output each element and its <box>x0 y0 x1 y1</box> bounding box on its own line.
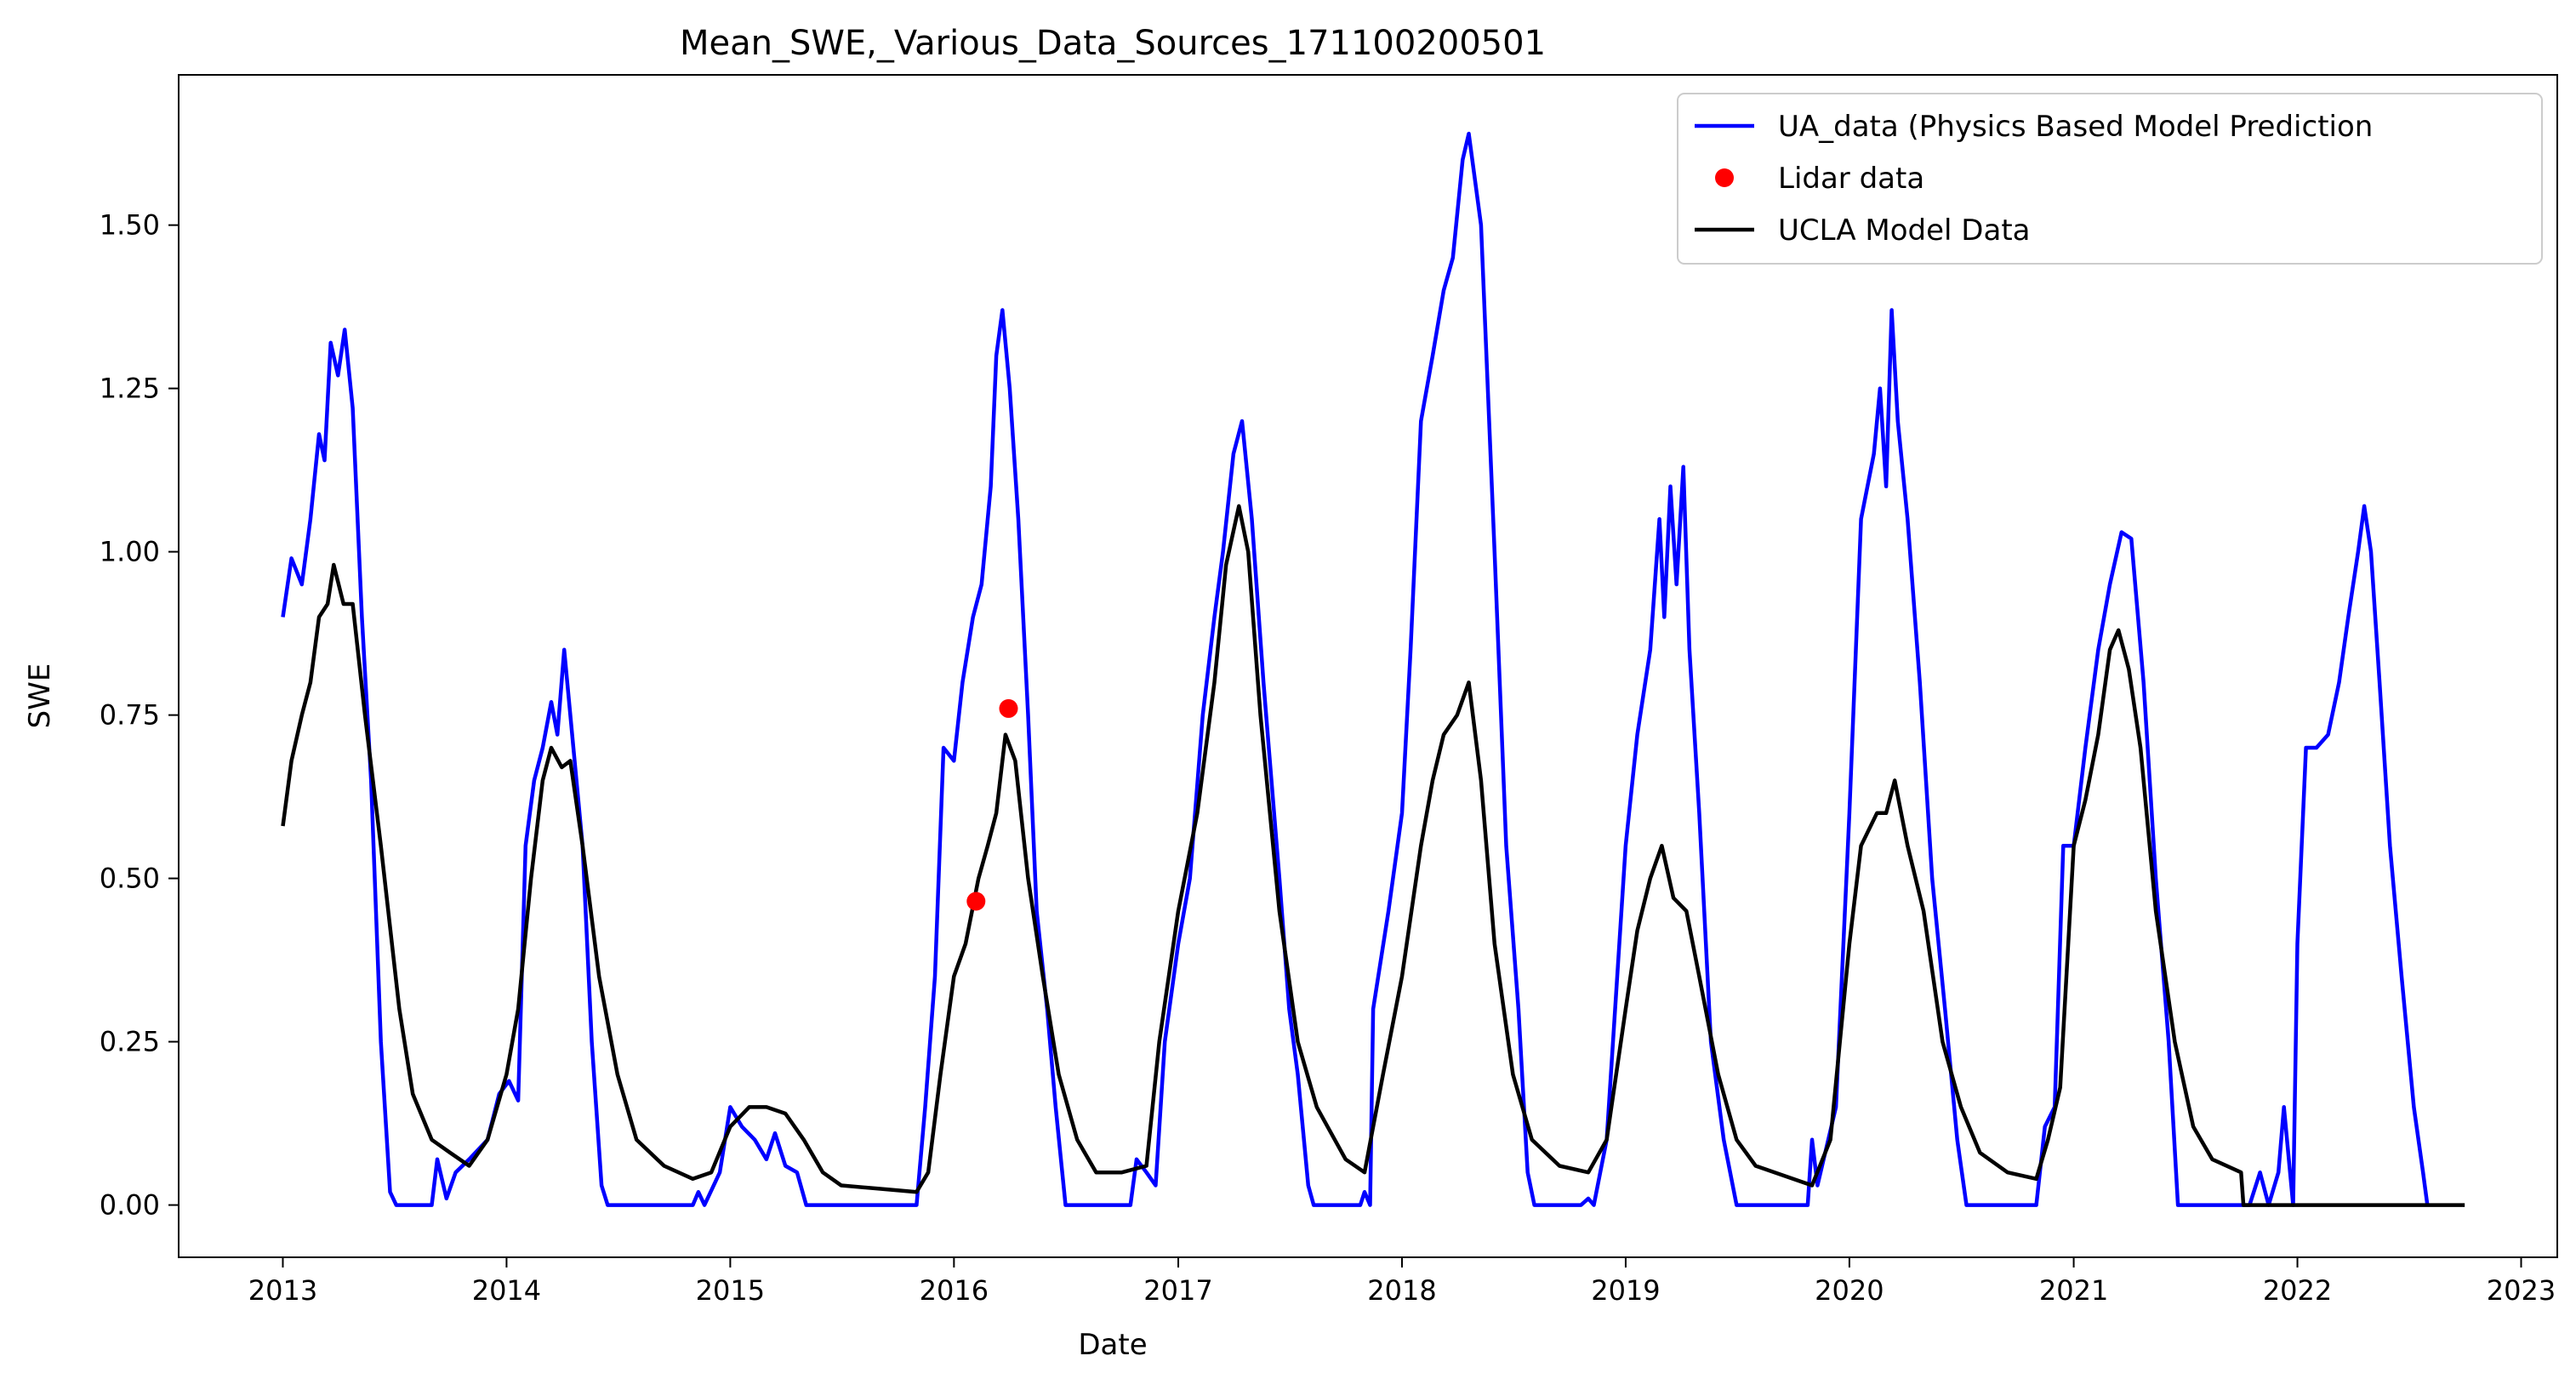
y-axis-title: SWE <box>23 664 57 729</box>
legend-box <box>1677 93 2543 265</box>
x-tick-label: 2017 <box>1143 1274 1212 1307</box>
x-tick-label: 2015 <box>696 1274 765 1307</box>
legend-swatch-1 <box>1715 168 1734 187</box>
x-tick-label: 2019 <box>1591 1274 1660 1307</box>
x-tick-label: 2021 <box>2039 1274 2108 1307</box>
series-line-0 <box>281 131 2430 1207</box>
x-tick-label: 2016 <box>920 1274 989 1307</box>
y-tick-label: 0.25 <box>100 1026 160 1058</box>
chart-title: Mean_SWE,_Various_Data_Sources_171100200… <box>680 24 1546 63</box>
y-tick-label: 1.00 <box>100 536 160 568</box>
y-tick-label: 1.25 <box>100 373 160 405</box>
x-tick-label: 2023 <box>2487 1274 2556 1307</box>
x-tick-label: 2020 <box>1815 1274 1884 1307</box>
legend-label-0: UA_data (Physics Based Model Prediction <box>1778 110 2373 144</box>
series-line-2 <box>281 504 2465 1207</box>
legend: UA_data (Physics Based Model Prediction L… <box>1677 93 2543 265</box>
y-tick-label: 0.50 <box>100 863 160 895</box>
plot-frame <box>178 74 2558 1258</box>
series-layer <box>281 131 2465 1207</box>
y-tick-label: 0.75 <box>100 699 160 732</box>
x-tick-label: 2022 <box>2263 1274 2332 1307</box>
legend-label-2: UCLA Model Data <box>1778 214 2031 248</box>
x-axis: 2013 2014 2015 2016 2017 2018 2019 2020 2021 2022… <box>248 1257 2556 1307</box>
legend-label-1: Lidar data <box>1778 162 1924 196</box>
x-axis-title: Date <box>1078 1328 1147 1362</box>
plot-area <box>178 74 2558 1258</box>
lidar-point-1 <box>999 698 1018 718</box>
x-tick-label: 2018 <box>1367 1274 1436 1307</box>
y-tick-label: 0.00 <box>100 1189 160 1222</box>
y-tick-label: 1.50 <box>100 209 160 242</box>
x-tick-label: 2013 <box>248 1274 317 1307</box>
lidar-point-0 <box>966 892 986 911</box>
x-tick-label: 2014 <box>472 1274 541 1307</box>
y-axis: 0.00 0.25 0.50 0.75 1.00 1.25 1.50 <box>100 209 179 1222</box>
